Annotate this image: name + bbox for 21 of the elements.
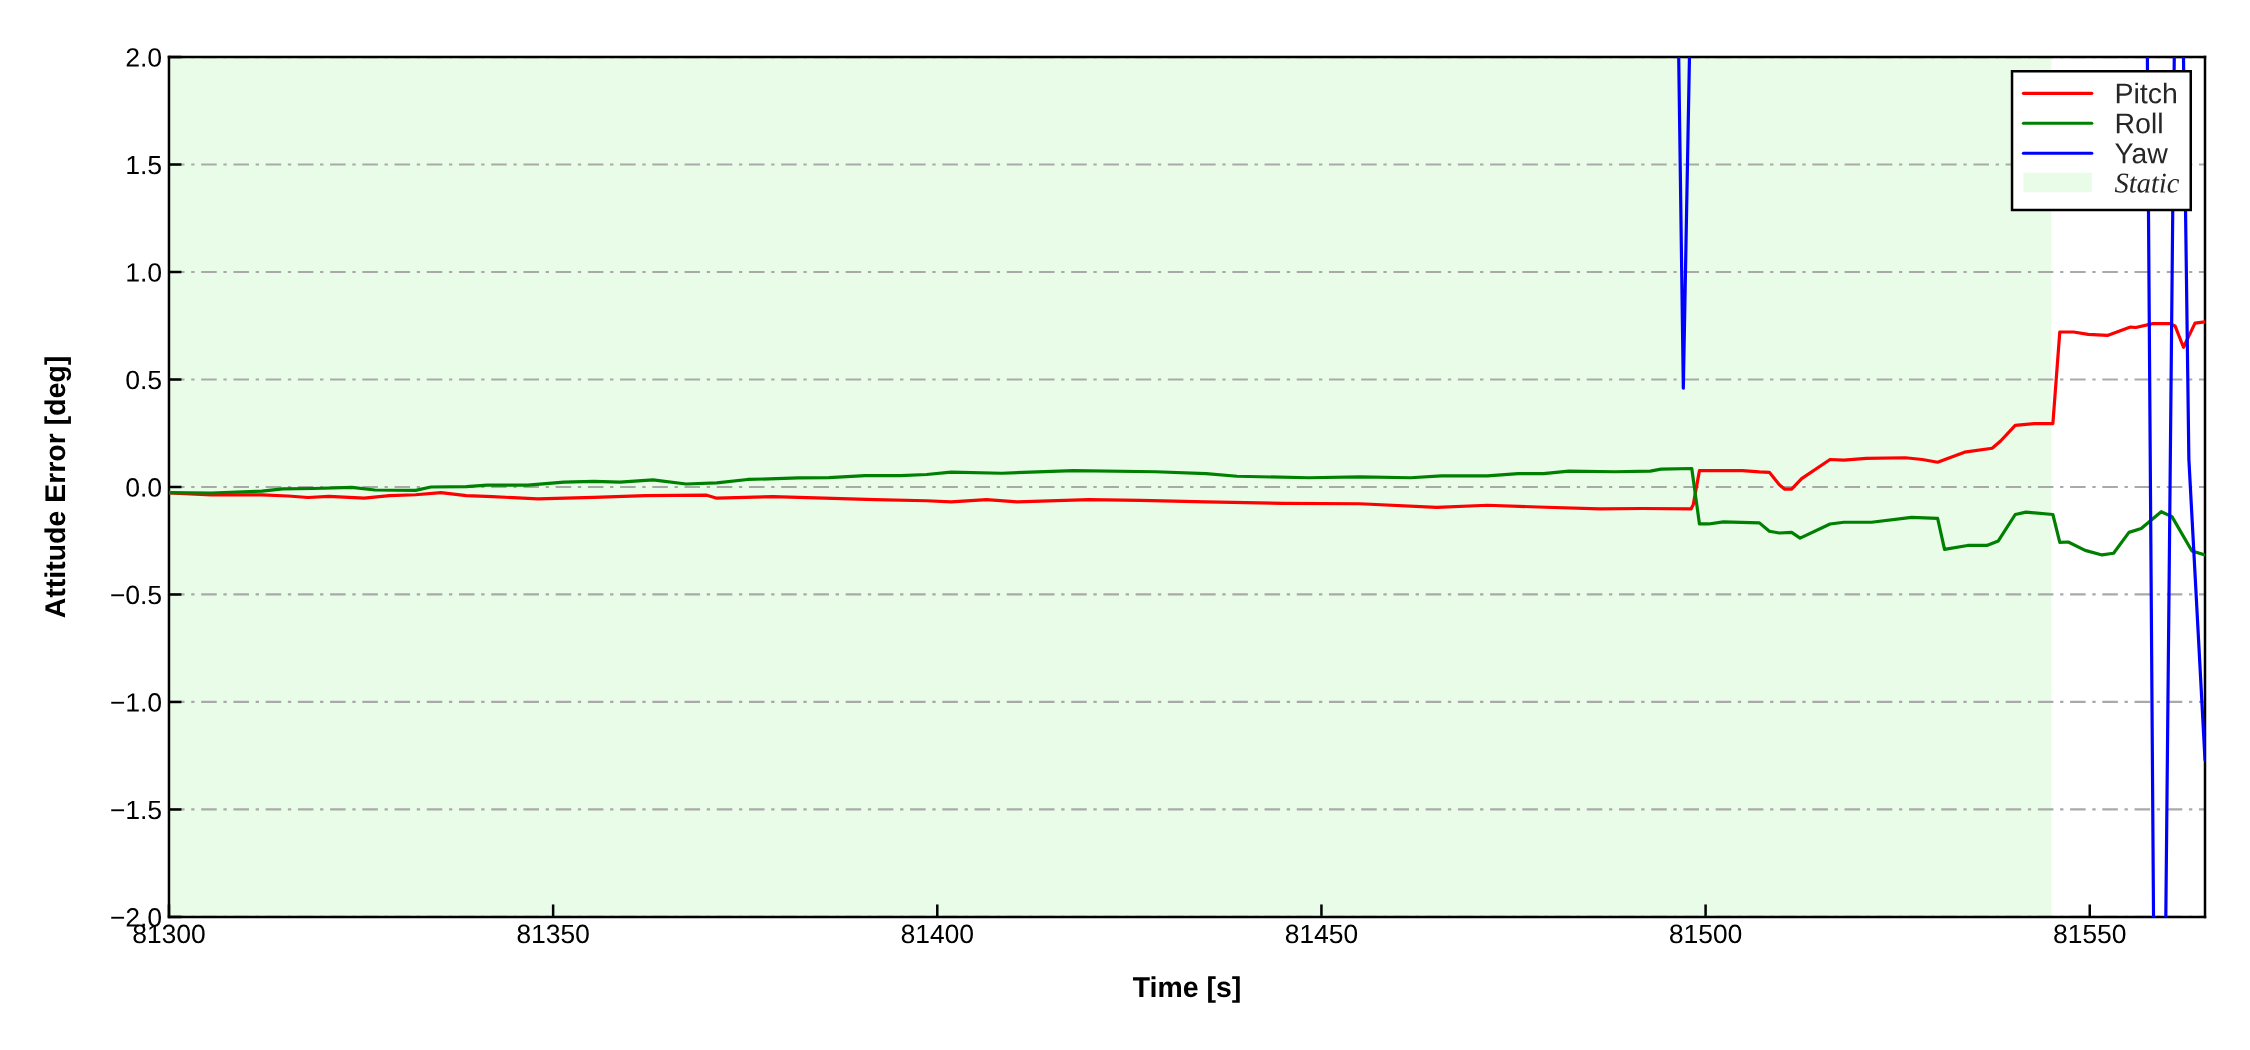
y-tick-label: 1.5 xyxy=(127,155,161,175)
y-tick-label: −1.0 xyxy=(111,693,161,712)
y-tick-label: −0.5 xyxy=(111,585,161,605)
line-series xyxy=(168,320,2205,511)
y-tick-label: 1.0 xyxy=(127,263,161,282)
x-tick-label: 81450 xyxy=(1285,924,1358,944)
y-tick-label: 0.5 xyxy=(126,370,161,390)
legend-label: Pitch xyxy=(2116,82,2176,104)
legend-label: Yaw xyxy=(2115,143,2168,164)
x-tick-label: 81500 xyxy=(1670,924,1742,944)
band-label: Static xyxy=(2114,173,2180,193)
y-tick-label: 2.0 xyxy=(126,48,161,67)
y-tick-label: −1.5 xyxy=(111,800,161,820)
y-tick-label: 0.0 xyxy=(126,478,161,497)
x-tick-label: 81400 xyxy=(901,924,973,944)
y-axis-title: Attitude Error [deg] xyxy=(44,357,72,618)
x-axis-title: Time [s] xyxy=(1132,976,1240,1003)
legend-label: Roll xyxy=(2116,112,2162,134)
line-series xyxy=(168,466,2205,557)
x-tick-label: 81550 xyxy=(2054,924,2126,944)
x-tick-label: 81350 xyxy=(517,924,589,944)
